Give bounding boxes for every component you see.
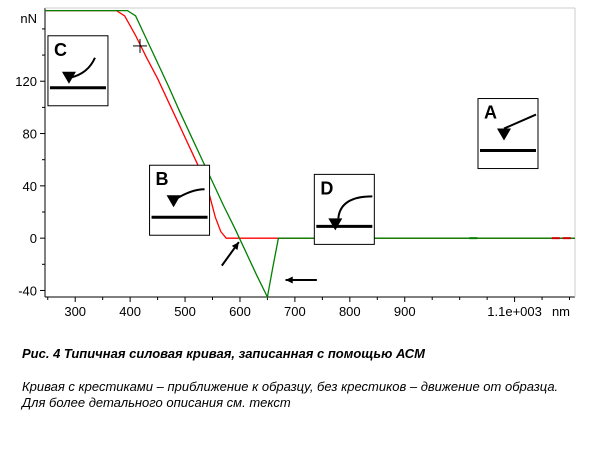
x-axis-label: nm [552,304,570,319]
x-tick-label: 500 [174,304,196,319]
tip-icon [496,128,511,141]
x-tick-label: 800 [339,304,361,319]
caption-line-2: Для более детального описания см. текст [22,395,291,410]
x-tick-label: 300 [64,304,86,319]
force-curve-chart: -40 0 40 80 120 nN 300 400 500 600 700 800 900 1.1e+0… [15,7,576,319]
inset-panel-letter: B [156,169,169,189]
caption-line-1: Кривая с крестиками – приближение к обра… [22,379,559,394]
x-tick-label: 600 [229,304,251,319]
arrow [221,241,240,267]
chart-axes: -40 0 40 80 120 nN 300 400 500 600 700 800 900 1.1e+0… [15,7,576,319]
inset-panel-d: D [313,173,375,245]
inset-panel-c: C [47,35,109,107]
caption-title: Рис. 4 Типичная силовая кривая, записанн… [22,346,425,361]
arrow [285,276,317,284]
y-tick-label: 80 [23,127,37,142]
inset-panel-letter: C [54,40,67,60]
tip-icon [328,218,343,231]
y-tick-label: -40 [18,283,37,298]
cantilever [337,195,373,219]
inset-panel-letter: A [484,103,497,123]
arrow-head [285,276,293,284]
arrow-head [231,242,239,250]
inset-panel-frame [313,173,375,245]
inset-panel-a: A [477,98,539,170]
inset-panel-frame [149,164,211,236]
inset-panel-b: B [149,164,211,236]
chart-arrows [221,241,317,284]
tip-icon [166,195,181,208]
y-tick-label: 0 [30,231,37,246]
figure-caption: Рис. 4 Типичная силовая кривая, записанн… [22,346,582,411]
y-tick-label: 40 [23,179,37,194]
y-axis-label: nN [20,11,37,26]
tip-icon [61,71,76,84]
x-tick-label: 900 [394,304,416,319]
y-tick-label: 120 [15,74,37,89]
x-tick-label: 400 [119,304,141,319]
inset-panel-frame [47,35,109,107]
inset-panel-letter: D [320,178,333,198]
x-tick-label: 1.1e+003 [487,304,542,319]
cantilever [503,113,537,130]
x-tick-label: 700 [284,304,306,319]
chart-inset-panels: C B D A [47,35,539,245]
cross-marker [133,38,148,53]
